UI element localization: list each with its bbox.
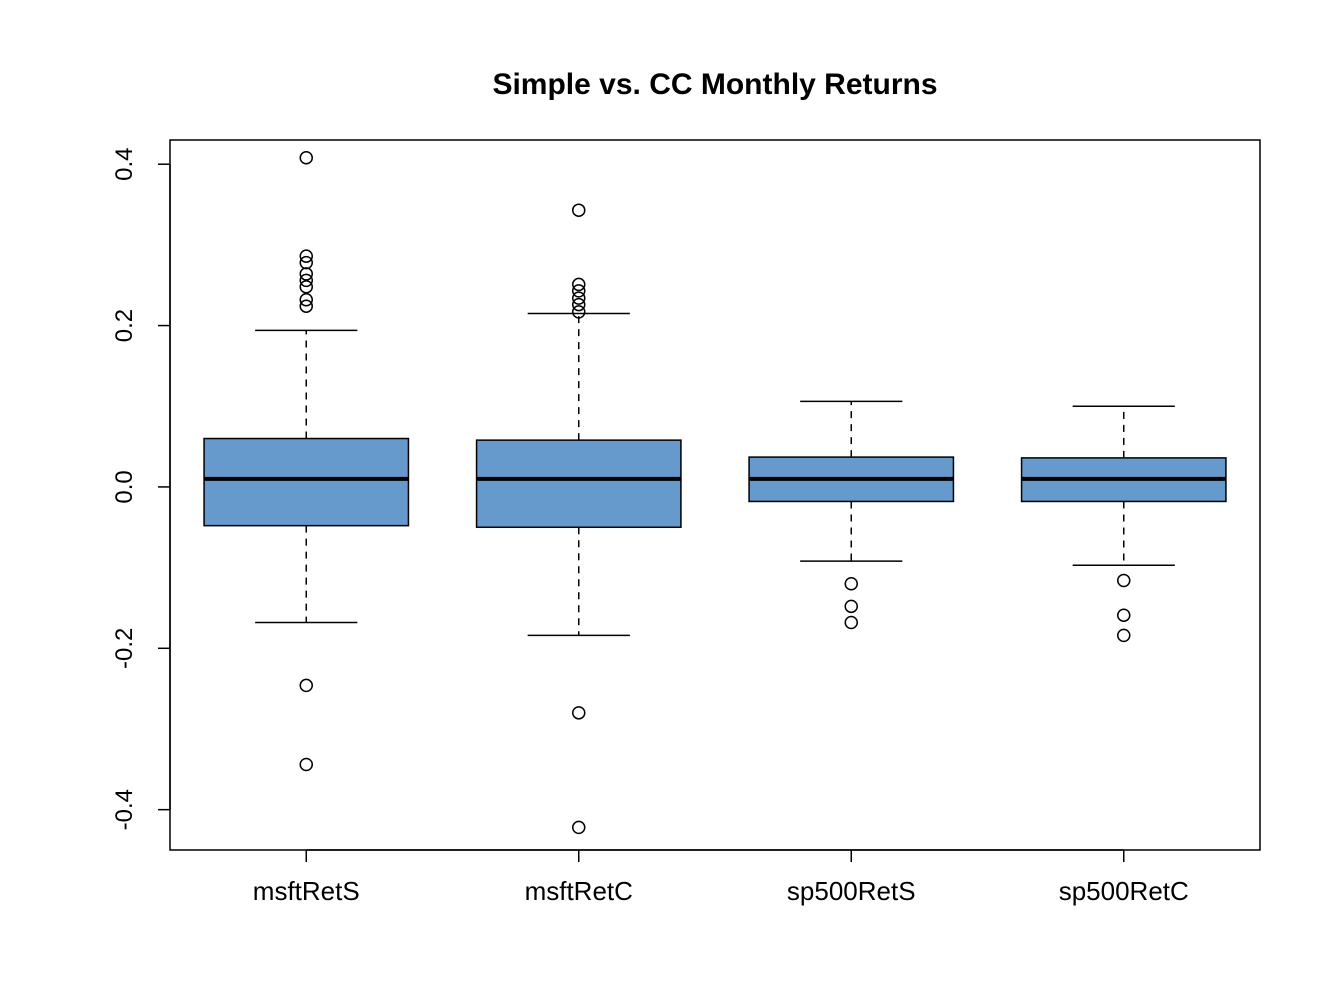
x-category-label: sp500RetC [1059, 876, 1189, 906]
y-tick-label: -0.2 [111, 628, 138, 669]
y-tick-label: 0.2 [111, 309, 138, 342]
outlier-point [573, 821, 585, 833]
y-tick-label: 0.4 [111, 148, 138, 181]
x-category-label: msftRetC [525, 876, 633, 906]
outlier-point [845, 578, 857, 590]
box-msftRetC [477, 204, 681, 833]
x-category-label: sp500RetS [787, 876, 916, 906]
box-sp500RetC [1022, 406, 1226, 641]
outlier-point [573, 204, 585, 216]
y-tick-label: -0.4 [111, 789, 138, 830]
box-rect [477, 440, 681, 527]
outlier-point [573, 707, 585, 719]
chart-title: Simple vs. CC Monthly Returns [492, 68, 937, 101]
outlier-point [1118, 609, 1130, 621]
outlier-point [300, 152, 312, 164]
outlier-point [300, 679, 312, 691]
outlier-point [1118, 629, 1130, 641]
boxplot-chart: Simple vs. CC Monthly Returns -0.4 -0.2 0.0… [0, 0, 1344, 1008]
box-rect [204, 439, 408, 526]
outlier-point [573, 306, 585, 318]
y-tick-label: 0.0 [111, 470, 138, 503]
outlier-point [300, 758, 312, 770]
outlier-point [845, 616, 857, 628]
box-msftRetS [204, 152, 408, 771]
outlier-point [1118, 575, 1130, 587]
box-sp500RetS [749, 401, 953, 628]
x-category-label: msftRetS [253, 876, 360, 906]
outlier-point [845, 600, 857, 612]
